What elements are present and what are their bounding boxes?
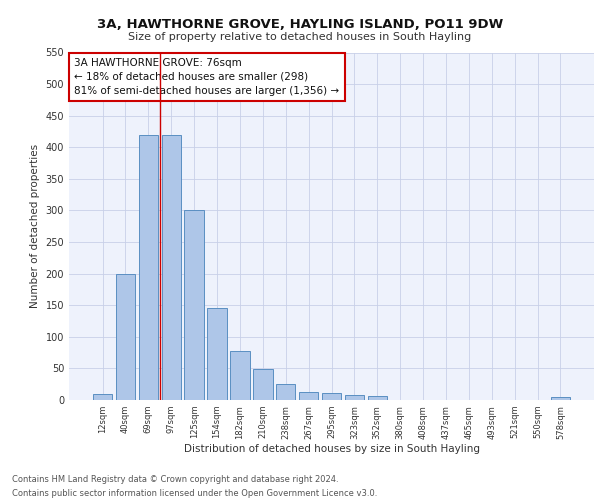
Bar — [276, 384, 295, 400]
X-axis label: Distribution of detached houses by size in South Hayling: Distribution of detached houses by size … — [184, 444, 479, 454]
Text: Size of property relative to detached houses in South Hayling: Size of property relative to detached ho… — [128, 32, 472, 42]
Bar — [184, 210, 204, 400]
Bar — [116, 274, 135, 400]
Bar — [344, 395, 364, 400]
Bar — [161, 134, 181, 400]
Bar — [551, 397, 570, 400]
Text: Contains HM Land Registry data © Crown copyright and database right 2024.
Contai: Contains HM Land Registry data © Crown c… — [12, 476, 377, 498]
Text: 3A HAWTHORNE GROVE: 76sqm
← 18% of detached houses are smaller (298)
81% of semi: 3A HAWTHORNE GROVE: 76sqm ← 18% of detac… — [74, 58, 340, 96]
Bar — [208, 308, 227, 400]
Bar — [93, 394, 112, 400]
Y-axis label: Number of detached properties: Number of detached properties — [30, 144, 40, 308]
Bar — [253, 369, 272, 400]
Bar — [299, 392, 319, 400]
Bar — [230, 350, 250, 400]
Bar — [368, 396, 387, 400]
Bar — [139, 134, 158, 400]
Text: 3A, HAWTHORNE GROVE, HAYLING ISLAND, PO11 9DW: 3A, HAWTHORNE GROVE, HAYLING ISLAND, PO1… — [97, 18, 503, 30]
Bar — [322, 393, 341, 400]
